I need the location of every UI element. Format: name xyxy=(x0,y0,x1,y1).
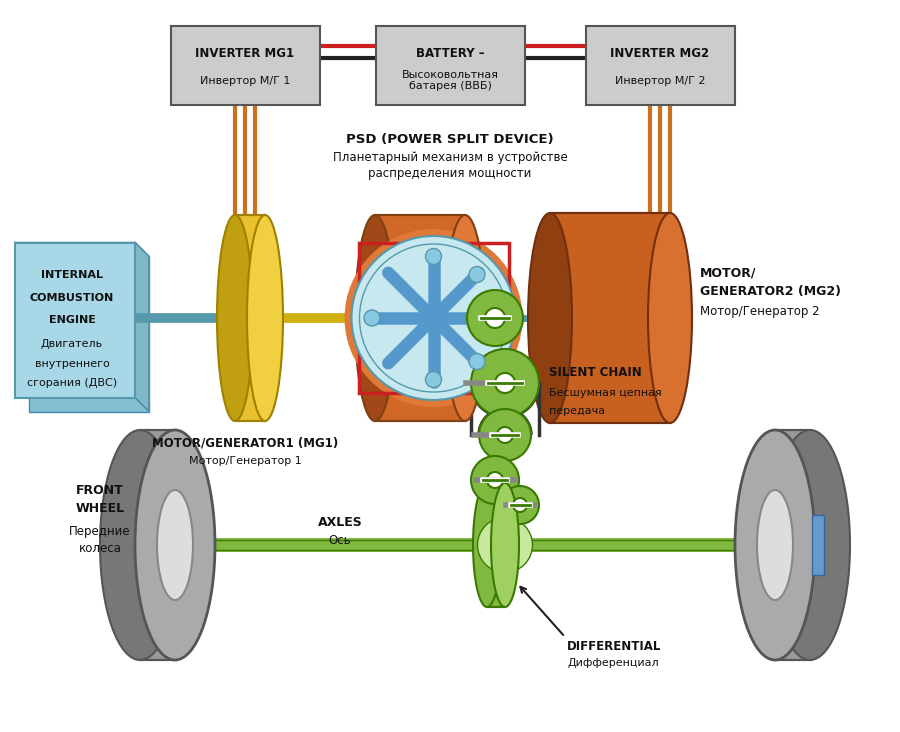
Ellipse shape xyxy=(770,430,850,660)
Text: Дифференциал: Дифференциал xyxy=(567,658,659,668)
Bar xyxy=(550,213,670,423)
Ellipse shape xyxy=(528,213,572,423)
Bar xyxy=(358,243,508,393)
Circle shape xyxy=(467,290,523,346)
Text: Инвертор М/Г 2: Инвертор М/Г 2 xyxy=(615,75,706,86)
Circle shape xyxy=(479,409,531,461)
Circle shape xyxy=(364,310,380,326)
Text: распределения мощности: распределения мощности xyxy=(368,168,532,181)
Ellipse shape xyxy=(217,215,253,421)
Circle shape xyxy=(487,472,503,488)
Text: Мотор/Генератор 2: Мотор/Генератор 2 xyxy=(700,305,820,318)
Text: Двигатель: Двигатель xyxy=(40,339,104,349)
Text: ENGINE: ENGINE xyxy=(49,315,95,325)
Text: DIFFERENTIAL: DIFFERENTIAL xyxy=(567,640,662,654)
Circle shape xyxy=(471,349,539,417)
Ellipse shape xyxy=(135,430,215,660)
Text: Планетарный механизм в устройстве: Планетарный механизм в устройстве xyxy=(333,152,567,165)
Text: колеса: колеса xyxy=(78,542,122,556)
Bar xyxy=(15,242,135,397)
Circle shape xyxy=(469,354,485,370)
Text: Бесшумная цепная: Бесшумная цепная xyxy=(549,388,662,398)
Ellipse shape xyxy=(735,430,815,660)
Circle shape xyxy=(471,456,519,504)
Bar xyxy=(145,540,785,550)
FancyBboxPatch shape xyxy=(375,26,525,105)
Text: передача: передача xyxy=(549,406,605,416)
Text: внутреннего: внутреннего xyxy=(34,359,110,369)
Text: WHEEL: WHEEL xyxy=(76,502,124,515)
Ellipse shape xyxy=(355,215,395,421)
Text: сгорания (ДВС): сгорания (ДВС) xyxy=(27,378,117,388)
Bar xyxy=(140,430,175,660)
Text: PSD (POWER SPLIT DEVICE): PSD (POWER SPLIT DEVICE) xyxy=(346,133,554,146)
Text: FRONT: FRONT xyxy=(76,484,124,496)
Text: SILENT CHAIN: SILENT CHAIN xyxy=(549,367,642,379)
Ellipse shape xyxy=(478,518,533,572)
Bar xyxy=(375,215,465,421)
Text: Ось: Ось xyxy=(328,534,351,547)
Text: INTERNAL: INTERNAL xyxy=(41,270,103,280)
Circle shape xyxy=(352,236,516,400)
Ellipse shape xyxy=(473,483,501,607)
FancyBboxPatch shape xyxy=(170,26,320,105)
Bar xyxy=(812,515,824,575)
Text: BATTERY –: BATTERY – xyxy=(416,47,484,60)
Text: MOTOR/: MOTOR/ xyxy=(700,266,757,280)
Ellipse shape xyxy=(491,483,519,607)
Circle shape xyxy=(426,248,442,264)
Ellipse shape xyxy=(157,490,193,600)
Text: INVERTER MG2: INVERTER MG2 xyxy=(610,47,709,60)
Circle shape xyxy=(469,266,485,283)
Ellipse shape xyxy=(100,430,180,660)
Text: Инвертор М/Г 1: Инвертор М/Г 1 xyxy=(200,75,290,86)
Circle shape xyxy=(487,310,503,326)
Text: GENERATOR2 (MG2): GENERATOR2 (MG2) xyxy=(700,285,841,299)
Bar xyxy=(235,215,265,421)
Ellipse shape xyxy=(648,213,692,423)
Text: INVERTER MG1: INVERTER MG1 xyxy=(195,47,294,60)
Bar xyxy=(775,430,810,660)
FancyBboxPatch shape xyxy=(586,26,734,105)
Text: COMBUSTION: COMBUSTION xyxy=(30,293,114,303)
Circle shape xyxy=(485,308,505,328)
Ellipse shape xyxy=(445,215,485,421)
Ellipse shape xyxy=(247,215,283,421)
Polygon shape xyxy=(15,242,149,256)
Text: MOTOR/GENERATOR1 (MG1): MOTOR/GENERATOR1 (MG1) xyxy=(152,436,338,449)
Text: Передние: Передние xyxy=(69,525,130,537)
Circle shape xyxy=(359,244,508,392)
Text: Высоковольтная
батарея (ВВБ): Высоковольтная батарея (ВВБ) xyxy=(401,70,499,92)
Bar xyxy=(487,483,505,607)
Circle shape xyxy=(426,372,442,387)
Circle shape xyxy=(495,373,515,393)
Circle shape xyxy=(501,486,539,524)
Polygon shape xyxy=(135,242,149,411)
Text: Мотор/Генератор 1: Мотор/Генератор 1 xyxy=(189,456,302,466)
Ellipse shape xyxy=(757,490,793,600)
Circle shape xyxy=(497,427,513,443)
Text: AXLES: AXLES xyxy=(318,517,363,529)
Circle shape xyxy=(513,498,527,512)
Bar xyxy=(29,256,149,411)
